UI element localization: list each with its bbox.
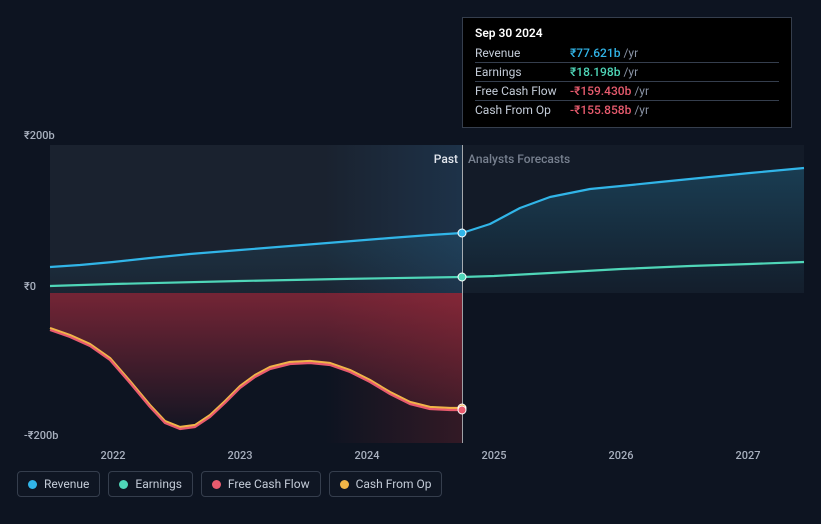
tooltip-row-unit: /yr	[634, 84, 649, 98]
legend-item-free-cash-flow[interactable]: Free Cash Flow	[201, 471, 321, 497]
chart-svg	[50, 145, 804, 443]
tooltip-row-value: ₹77.621b	[570, 46, 620, 60]
tooltip-row-value: -₹159.430b	[570, 84, 631, 98]
tooltip-row: Earnings₹18.198b/yr	[475, 62, 779, 81]
legend: Revenue Earnings Free Cash Flow Cash From O…	[17, 471, 442, 497]
tooltip-row-unit: /yr	[634, 103, 649, 117]
legend-swatch	[212, 480, 221, 489]
fcf-marker	[458, 406, 467, 415]
tooltip-row-unit: /yr	[623, 46, 638, 60]
x-axis-label: 2023	[227, 449, 252, 462]
x-axis-label: 2024	[354, 449, 379, 462]
legend-label: Free Cash Flow	[228, 477, 310, 491]
tooltip-row: Free Cash Flow-₹159.430b/yr	[475, 81, 779, 100]
legend-swatch	[28, 480, 37, 489]
revenue-area	[50, 168, 804, 293]
legend-item-revenue[interactable]: Revenue	[17, 471, 100, 497]
y-axis-label: ₹0	[24, 280, 36, 293]
legend-label: Earnings	[135, 477, 182, 491]
x-axis-label: 2022	[100, 449, 125, 462]
tooltip-row-value: -₹155.858b	[570, 103, 631, 117]
tooltip-row: Cash From Op-₹155.858b/yr	[475, 100, 779, 119]
legend-swatch	[119, 480, 128, 489]
x-axis-label: 2026	[608, 449, 633, 462]
x-axis-label: 2027	[735, 449, 760, 462]
revenue-marker	[458, 229, 467, 238]
tooltip-row-label: Cash From Op	[475, 103, 570, 117]
legend-swatch	[340, 480, 349, 489]
tooltip-row: Revenue₹77.621b/yr	[475, 44, 779, 62]
y-axis-label: ₹200b	[24, 129, 55, 142]
x-axis: 2022 2023 2024 2025 2026 2027	[50, 449, 804, 469]
forecast-label: Analysts Forecasts	[468, 152, 570, 166]
past-label: Past	[434, 152, 458, 166]
x-axis-label: 2025	[481, 449, 506, 462]
tooltip-row-value: ₹18.198b	[570, 65, 620, 79]
tooltip-date: Sep 30 2024	[475, 26, 779, 44]
tooltip-row-label: Earnings	[475, 65, 570, 79]
cursor-line	[462, 145, 463, 443]
data-tooltip: Sep 30 2024 Revenue₹77.621b/yrEarnings₹1…	[462, 17, 792, 128]
tooltip-row-unit: /yr	[623, 65, 638, 79]
plot-area[interactable]: Past Analysts Forecasts	[50, 145, 804, 443]
tooltip-row-label: Free Cash Flow	[475, 84, 570, 98]
legend-label: Cash From Op	[356, 477, 432, 491]
legend-item-cash-from-op[interactable]: Cash From Op	[329, 471, 443, 497]
legend-item-earnings[interactable]: Earnings	[108, 471, 193, 497]
tooltip-row-label: Revenue	[475, 46, 570, 60]
earnings-marker	[458, 273, 467, 282]
legend-label: Revenue	[44, 477, 89, 491]
